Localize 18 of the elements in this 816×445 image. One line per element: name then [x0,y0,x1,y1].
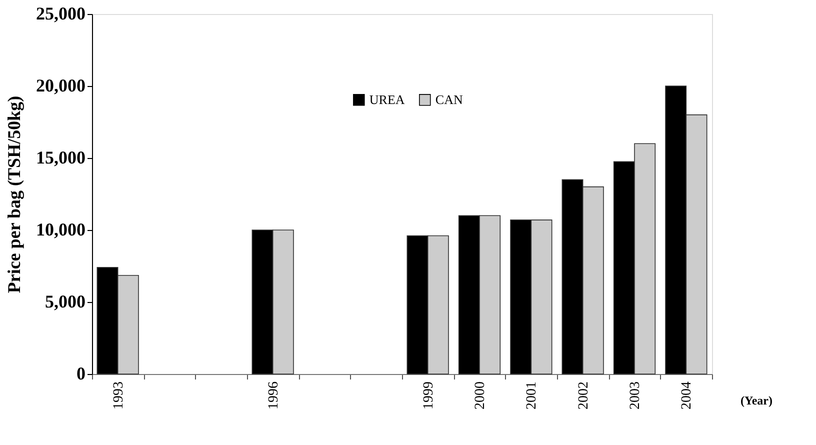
x-tick-label: 2003 [628,382,643,410]
x-tick-label: 1996 [266,382,282,410]
y-tick-label: 5,000 [45,292,86,312]
x-tick-label: 1999 [421,382,436,410]
x-tick-label: 2002 [576,382,592,410]
legend-label: CAN [435,92,464,107]
x-tick-label: 2004 [680,382,695,410]
x-tick-label: 2000 [473,382,488,410]
x-axis-title: (Year) [740,394,772,408]
x-tick-label: 2001 [524,382,540,410]
y-tick-label: 15,000 [36,148,86,168]
y-axis-title: Price per bag (TSH/50kg) [4,96,24,294]
y-tick-label: 20,000 [36,76,86,96]
y-tick-label: 25,000 [36,4,86,24]
x-tick-label: 1993 [111,382,126,410]
y-tick-label: 0 [76,364,86,384]
legend-label: UREA [369,92,406,107]
y-tick-label: 10,000 [36,220,86,240]
